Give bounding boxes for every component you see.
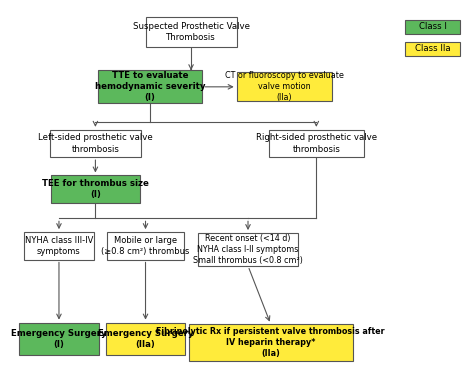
- FancyBboxPatch shape: [106, 322, 185, 355]
- FancyBboxPatch shape: [107, 232, 184, 259]
- Text: NYHA class III-IV
symptoms: NYHA class III-IV symptoms: [25, 236, 93, 256]
- FancyBboxPatch shape: [405, 20, 460, 34]
- FancyBboxPatch shape: [19, 322, 99, 355]
- Text: Left-sided prosthetic valve
thrombosis: Left-sided prosthetic valve thrombosis: [38, 134, 153, 154]
- FancyBboxPatch shape: [24, 232, 94, 259]
- Text: Mobile or large
(≥0.8 cm²) thrombus: Mobile or large (≥0.8 cm²) thrombus: [101, 236, 190, 256]
- Text: Suspected Prosthetic Valve
Thrombosis: Suspected Prosthetic Valve Thrombosis: [133, 22, 250, 42]
- Text: Class I: Class I: [419, 22, 447, 32]
- FancyBboxPatch shape: [51, 175, 140, 203]
- FancyBboxPatch shape: [146, 17, 237, 47]
- FancyBboxPatch shape: [189, 324, 353, 361]
- Text: TTE to evaluate
hemodynamic severity
(I): TTE to evaluate hemodynamic severity (I): [95, 71, 205, 102]
- FancyBboxPatch shape: [405, 42, 460, 56]
- FancyBboxPatch shape: [198, 233, 298, 266]
- FancyBboxPatch shape: [268, 130, 364, 157]
- Text: CT or fluoroscopy to evaluate
valve motion
(IIa): CT or fluoroscopy to evaluate valve moti…: [225, 71, 344, 102]
- Text: Class IIa: Class IIa: [415, 44, 450, 53]
- Text: Fibrinolytic Rx if persistent valve thrombosis after
IV heparin therapy*
(IIa): Fibrinolytic Rx if persistent valve thro…: [156, 327, 385, 358]
- Text: Right-sided prosthetic valve
thrombosis: Right-sided prosthetic valve thrombosis: [256, 134, 377, 154]
- Text: Emergency Surgery
(IIa): Emergency Surgery (IIa): [98, 329, 193, 349]
- FancyBboxPatch shape: [98, 70, 202, 103]
- Text: TEE for thrombus size
(I): TEE for thrombus size (I): [42, 179, 149, 199]
- FancyBboxPatch shape: [237, 72, 332, 101]
- Text: Recent onset (<14 d)
NYHA class I-II symptoms
Small thrombus (<0.8 cm²): Recent onset (<14 d) NYHA class I-II sym…: [193, 234, 303, 265]
- Text: Emergency Surgery
(I): Emergency Surgery (I): [11, 329, 107, 349]
- FancyBboxPatch shape: [50, 130, 141, 157]
